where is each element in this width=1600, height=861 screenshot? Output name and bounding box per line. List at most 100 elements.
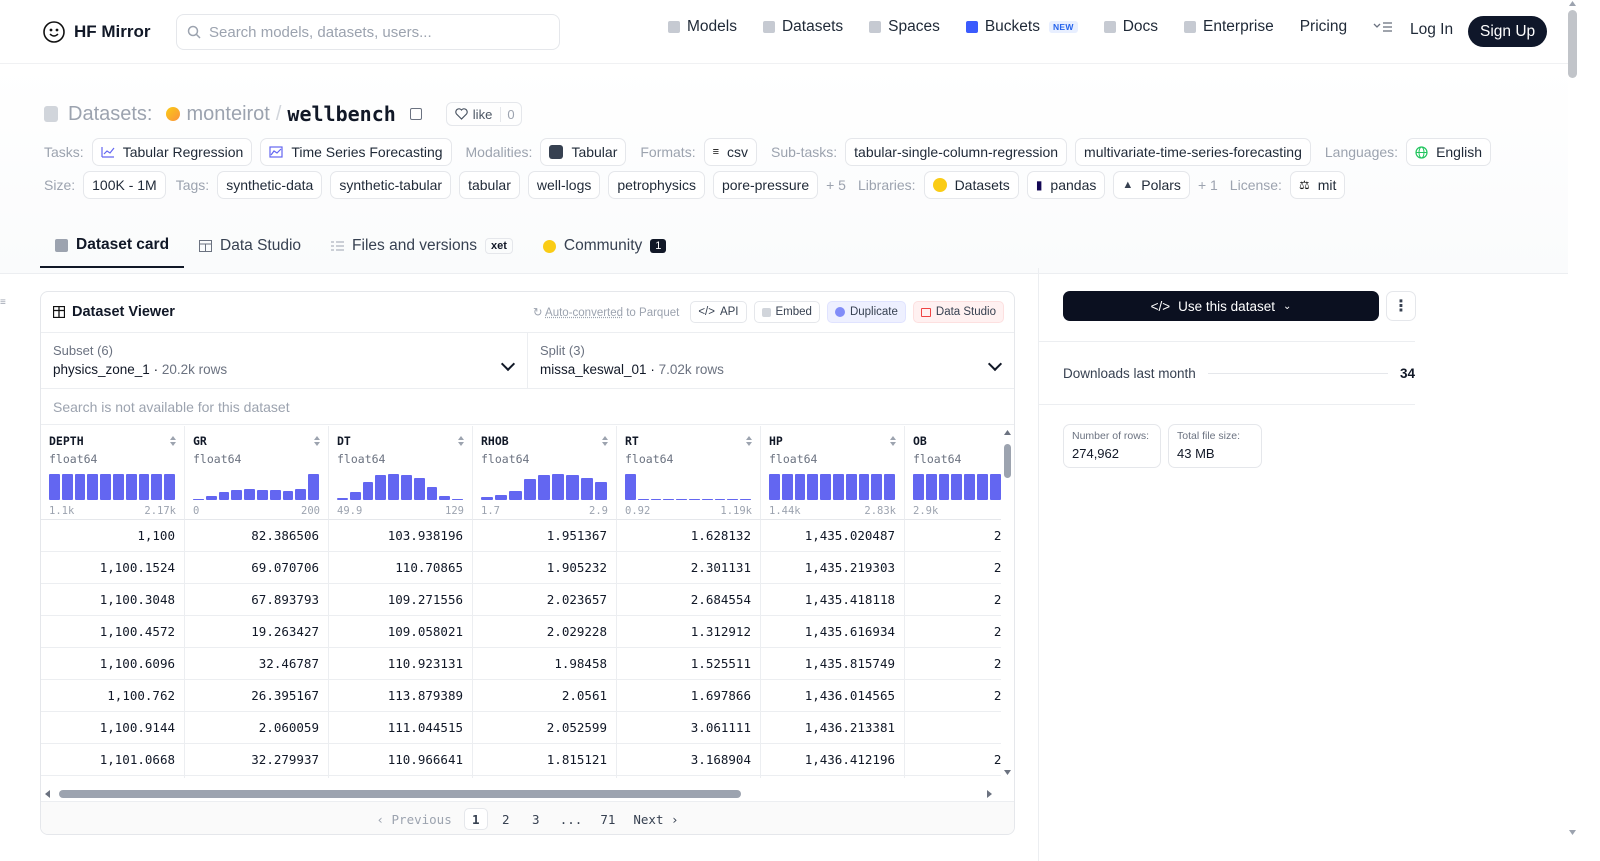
data-studio-button[interactable]: Data Studio [912,301,1004,323]
table-cell[interactable]: 82.386506 [185,520,329,552]
tab-files-versions[interactable]: Files and versions xet [316,224,528,268]
table-cell[interactable]: 1.697866 [617,680,761,712]
side-toggle-icon[interactable]: ≡ [0,297,6,308]
sort-icon[interactable] [169,435,177,447]
nav-pricing[interactable]: Pricing [1300,18,1347,36]
column-header-gr[interactable]: GR float64 0 200 [185,426,329,520]
table-cell[interactable]: 19.263427 [185,616,329,648]
table-cell[interactable]: 110.70865 [329,552,473,584]
table-row[interactable]: 1,101.0668 32.279937 110.966641 1.815121 3.1… [41,744,1001,776]
table-cell[interactable]: 3.061111 [617,712,761,744]
sort-icon[interactable] [601,435,609,447]
column-histogram[interactable] [625,472,753,500]
auto-converted-link[interactable]: Auto-converted [545,307,624,319]
nav-enterprise[interactable]: Enterprise [1184,18,1274,36]
table-cell[interactable]: 110.923131 [329,648,473,680]
table-cell[interactable]: 1,435.020487 [761,520,905,552]
split-select[interactable]: Split (3) missa_keswal_01 · 7.02k rows [527,333,1014,388]
table-cell[interactable]: 111.044515 [329,712,473,744]
column-histogram[interactable] [481,472,609,500]
table-cell[interactable]: 1,435.616934 [761,616,905,648]
table-cell[interactable]: 2.023657 [473,584,617,616]
table-cell[interactable]: 1,100.4572 [41,616,185,648]
table-row[interactable]: 1,100.3048 67.893793 109.271556 2.023657 2.6… [41,584,1001,616]
global-search[interactable] [176,14,560,50]
tab-community[interactable]: Community 1 [528,224,682,268]
table-cell[interactable]: 32.279937 [185,744,329,776]
table-cell[interactable]: 113.879389 [329,680,473,712]
tag-lib-datasets[interactable]: Datasets [923,171,1019,199]
table-cell[interactable]: 2,902. [905,648,1001,680]
table-horizontal-scrollbar[interactable] [41,787,1001,801]
column-histogram[interactable] [913,472,1001,500]
previous-page[interactable]: ‹ Previous [376,811,452,827]
use-dataset-button[interactable]: </> Use this dataset ⌄ [1063,291,1379,321]
sort-icon[interactable] [745,435,753,447]
nav-models[interactable]: Models [668,18,737,36]
tag-tabular-modality[interactable]: Tabular [540,138,627,166]
nav-buckets[interactable]: Buckets NEW [965,18,1078,36]
table-cell[interactable]: 1,100.1524 [41,552,185,584]
tag-english[interactable]: English [1406,138,1491,166]
tab-dataset-card[interactable]: Dataset card [40,224,185,268]
table-vertical-scrollbar[interactable] [1001,426,1014,778]
table-cell[interactable]: 2,902 [905,712,1001,744]
repo-name[interactable]: wellbench [287,102,396,126]
table-cell[interactable]: 1.905232 [473,552,617,584]
table-cell[interactable]: 1.951367 [473,520,617,552]
page-2[interactable]: 2 [501,811,510,827]
column-header-rt[interactable]: RT float64 0.92 1.19k [617,426,761,520]
table-cell[interactable]: 2,900. [905,520,1001,552]
page-scroll-thumb[interactable] [1568,10,1577,78]
table-cell[interactable]: 1,436.213381 [761,712,905,744]
table-cell[interactable]: 2,901. [905,616,1001,648]
column-header-rhob[interactable]: RHOB float64 1.7 2.9 [473,426,617,520]
table-cell[interactable]: 2,901. [905,584,1001,616]
auto-converted-note[interactable]: ↻ Auto-converted to Parquet [533,305,679,319]
subset-select[interactable]: Subset (6) physics_zone_1 · 20.2k rows [41,333,527,388]
table-row[interactable]: 1,100.1524 69.070706 110.70865 1.905232 2.30… [41,552,1001,584]
table-cell[interactable]: 1,435.418118 [761,584,905,616]
table-cell[interactable] [41,776,185,778]
column-histogram[interactable] [337,472,465,500]
table-cell[interactable]: 103.938196 [329,520,473,552]
tag-synthetic-data[interactable]: synthetic-data [217,171,323,199]
table-cell[interactable]: 32.46787 [185,648,329,680]
table-cell[interactable] [761,776,905,778]
table-row[interactable] [41,776,1001,778]
table-cell[interactable]: 1,435.219303 [761,552,905,584]
page-1[interactable]: 1 [463,808,488,830]
table-row[interactable]: 1,100 82.386506 103.938196 1.951367 1.628132… [41,520,1001,552]
table-cell[interactable]: 2.301131 [617,552,761,584]
tag-tabular-regression[interactable]: Tabular Regression [91,138,253,166]
nav-datasets[interactable]: Datasets [762,18,843,36]
table-cell[interactable]: 1.312912 [617,616,761,648]
table-cell[interactable] [329,776,473,778]
table-cell[interactable]: 69.070706 [185,552,329,584]
signup-button[interactable]: Sign Up [1468,16,1548,47]
table-cell[interactable]: 1,436.412196 [761,744,905,776]
tag-well-logs[interactable]: well-logs [527,171,601,199]
duplicate-button[interactable]: Duplicate [826,301,906,323]
table-cell[interactable]: 1,100.6096 [41,648,185,680]
column-header-ob[interactable]: OB float64 2.9k [905,426,1001,520]
table-cell[interactable]: 1,100.3048 [41,584,185,616]
table-cell[interactable]: 1.628132 [617,520,761,552]
libraries-more[interactable]: + 1 [1197,177,1218,193]
tag-lib-polars[interactable]: ▲ Polars [1113,171,1190,199]
horizontal-scroll-thumb[interactable] [59,790,741,798]
table-cell[interactable]: 109.271556 [329,584,473,616]
table-cell[interactable]: 67.893793 [185,584,329,616]
tag-synthetic-tabular[interactable]: synthetic-tabular [330,171,452,199]
tag-subtask-2[interactable]: multivariate-time-series-forecasting [1075,138,1311,166]
table-cell[interactable]: 2.060059 [185,712,329,744]
column-histogram[interactable] [769,472,897,500]
table-cell[interactable]: 2.029228 [473,616,617,648]
table-row[interactable]: 1,100.9144 2.060059 111.044515 2.052599 3.06… [41,712,1001,744]
nav-spaces[interactable]: Spaces [869,18,940,36]
column-header-depth[interactable]: DEPTH float64 1.1k 2.17k [41,426,185,520]
tag-tabular[interactable]: tabular [459,171,520,199]
search-input[interactable] [209,23,539,41]
page-scrollbar[interactable] [1568,0,1600,861]
sort-icon[interactable] [457,435,465,447]
